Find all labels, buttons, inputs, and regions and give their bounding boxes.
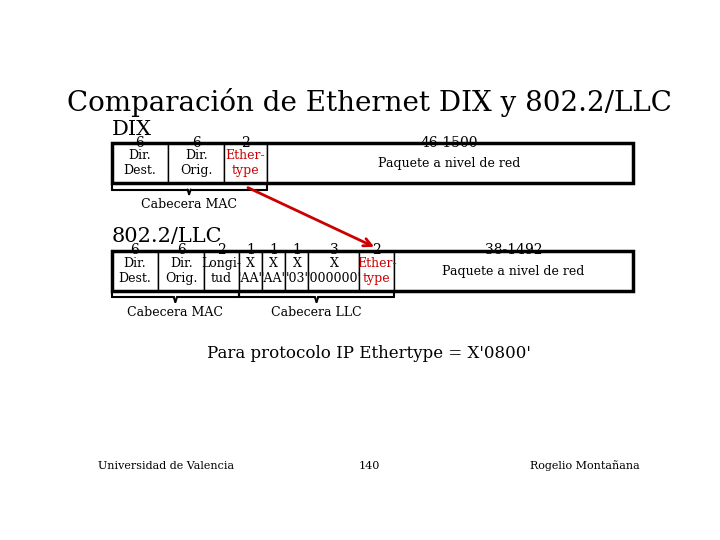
Text: Universidad de Valencia: Universidad de Valencia bbox=[98, 461, 234, 471]
Text: Paquete a nivel de red: Paquete a nivel de red bbox=[378, 157, 521, 170]
Text: 1: 1 bbox=[246, 244, 255, 258]
Bar bbox=[308, 251, 359, 291]
Bar bbox=[225, 143, 266, 184]
Text: Dir.
Dest.: Dir. Dest. bbox=[119, 257, 151, 285]
Bar bbox=[204, 251, 239, 291]
Text: 140: 140 bbox=[359, 461, 379, 471]
Bar bbox=[112, 143, 632, 184]
Text: 2: 2 bbox=[217, 244, 226, 258]
Bar bbox=[158, 251, 204, 291]
Text: Rogelio Montañana: Rogelio Montañana bbox=[531, 461, 640, 471]
Text: Comparación de Ethernet DIX y 802.2/LLC: Comparación de Ethernet DIX y 802.2/LLC bbox=[66, 88, 672, 117]
Text: X
'AA': X 'AA' bbox=[238, 257, 263, 285]
Text: Cabecera MAC: Cabecera MAC bbox=[127, 306, 223, 319]
Text: Cabecera LLC: Cabecera LLC bbox=[271, 306, 362, 319]
Text: 1: 1 bbox=[292, 244, 301, 258]
Bar bbox=[239, 251, 262, 291]
Text: 6: 6 bbox=[177, 244, 186, 258]
Text: Longi-
tud: Longi- tud bbox=[202, 257, 242, 285]
Bar bbox=[112, 251, 158, 291]
Text: 2: 2 bbox=[241, 136, 250, 150]
Text: 802.2/LLC: 802.2/LLC bbox=[112, 226, 222, 246]
Text: 2: 2 bbox=[372, 244, 381, 258]
Bar bbox=[394, 251, 632, 291]
Text: 6: 6 bbox=[130, 244, 139, 258]
Text: Dir.
Dest.: Dir. Dest. bbox=[123, 150, 156, 177]
Text: Para protocolo IP Ethertype = X'0800': Para protocolo IP Ethertype = X'0800' bbox=[207, 345, 531, 362]
Text: Ether-
type: Ether- type bbox=[225, 150, 265, 177]
Bar bbox=[285, 251, 308, 291]
Text: Ether-
type: Ether- type bbox=[357, 257, 397, 285]
Text: X
'03': X '03' bbox=[285, 257, 308, 285]
Text: Dir.
Orig.: Dir. Orig. bbox=[180, 150, 212, 177]
Text: 1: 1 bbox=[269, 244, 278, 258]
Text: 38-1492: 38-1492 bbox=[485, 244, 542, 258]
Bar bbox=[266, 143, 632, 184]
Text: 6: 6 bbox=[135, 136, 144, 150]
Text: Dir.
Orig.: Dir. Orig. bbox=[165, 257, 197, 285]
Text: X
'000000': X '000000' bbox=[307, 257, 361, 285]
Text: Paquete a nivel de red: Paquete a nivel de red bbox=[442, 265, 585, 278]
Bar bbox=[168, 143, 225, 184]
Bar bbox=[262, 251, 285, 291]
Text: 3: 3 bbox=[330, 244, 338, 258]
Text: 46-1500: 46-1500 bbox=[420, 136, 478, 150]
Bar bbox=[359, 251, 394, 291]
Bar bbox=[112, 143, 168, 184]
Text: DIX: DIX bbox=[112, 120, 152, 139]
Text: X
'AA': X 'AA' bbox=[261, 257, 287, 285]
Bar bbox=[112, 251, 632, 291]
Text: 6: 6 bbox=[192, 136, 201, 150]
Text: Cabecera MAC: Cabecera MAC bbox=[141, 198, 237, 211]
